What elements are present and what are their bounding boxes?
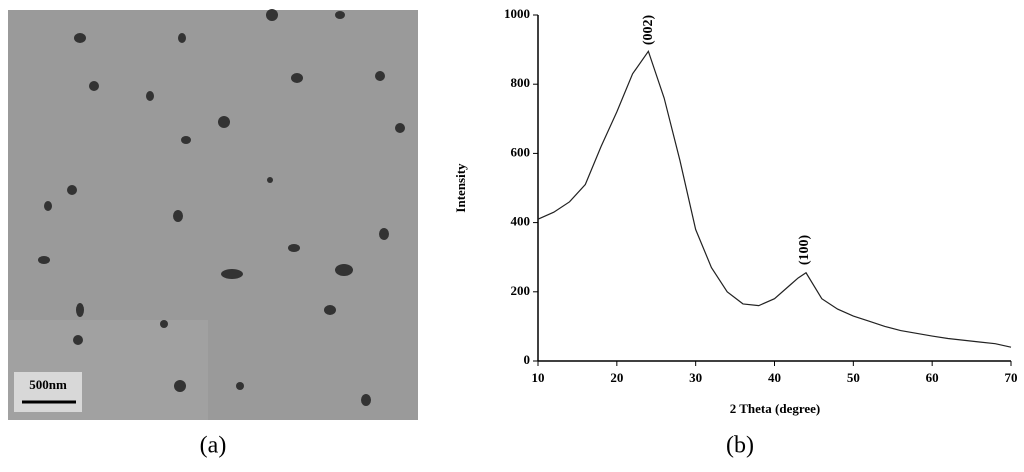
panel-label: (a) (200, 433, 227, 459)
y-tick-label: 1000 (504, 6, 530, 21)
particles (38, 9, 405, 406)
x-tick-label: 60 (926, 370, 939, 385)
x-tick-label: 40 (768, 370, 781, 385)
panel-label: (b) (726, 433, 754, 459)
x-tick-label: 20 (610, 370, 623, 385)
tem-image: 500nm (a) (8, 9, 418, 459)
y-axis-title: Intensity (453, 163, 468, 213)
y-tick-label: 200 (511, 283, 531, 298)
y-tick-label: 400 (511, 214, 531, 229)
y-tick-label: 800 (511, 75, 531, 90)
x-tick-label: 50 (847, 370, 860, 385)
y-tick-label: 0 (524, 352, 531, 367)
scale-bar-box (14, 372, 82, 412)
data-line (537, 50, 1012, 348)
peak-annotation: (002) (641, 15, 656, 46)
x-axis-title: 2 Theta (degree) (730, 401, 821, 416)
scale-bar-label: 500nm (29, 377, 67, 392)
peak-annotation: (100) (797, 235, 812, 266)
y-tick-label: 600 (511, 144, 531, 159)
x-tick-label: 30 (689, 370, 702, 385)
x-tick-label: 70 (1005, 370, 1018, 385)
x-tick-label: 10 (532, 370, 545, 385)
